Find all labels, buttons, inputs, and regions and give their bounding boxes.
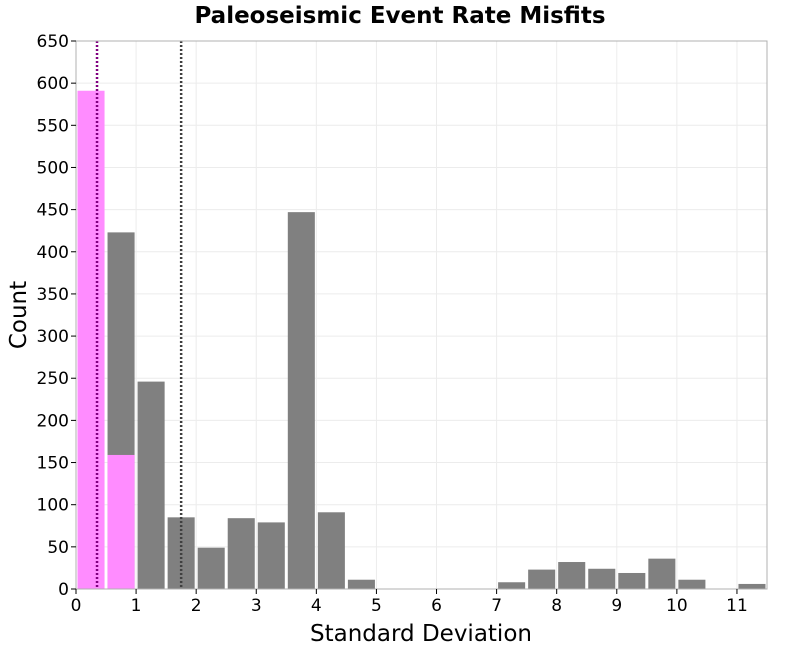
y-tick-label: 550 xyxy=(37,116,69,136)
histogram-bars xyxy=(77,90,766,589)
y-tick-label: 250 xyxy=(37,369,69,389)
histogram-bar xyxy=(137,381,165,589)
histogram-bar xyxy=(77,90,105,589)
y-tick-label: 150 xyxy=(37,454,69,474)
y-tick-label: 100 xyxy=(37,496,69,516)
x-axis-ticks: 0 1 2 3 4 5 6 7 8 9 10 11 xyxy=(71,589,748,616)
x-tick-label: 5 xyxy=(371,596,382,616)
histogram-bar xyxy=(738,583,766,589)
histogram-bar xyxy=(287,212,315,589)
y-tick-label: 600 xyxy=(37,74,69,94)
x-axis-label: Standard Deviation xyxy=(310,621,532,647)
x-tick-label: 10 xyxy=(666,596,688,616)
y-tick-label: 50 xyxy=(47,538,69,558)
x-tick-label: 4 xyxy=(311,596,322,616)
x-tick-label: 11 xyxy=(726,596,748,616)
y-tick-label: 200 xyxy=(37,411,69,431)
chart-title: Paleoseismic Event Rate Misfits xyxy=(194,3,605,29)
histogram-bar xyxy=(317,512,345,589)
histogram-bar xyxy=(528,569,556,589)
histogram-bar xyxy=(257,522,285,589)
histogram-bar xyxy=(347,579,375,589)
y-axis-ticks: 0 50 100 150 200 250 300 350 400 450 500 550 600 650 xyxy=(37,32,76,600)
histogram-bar xyxy=(558,562,586,589)
y-tick-label: 650 xyxy=(37,32,69,52)
x-tick-label: 8 xyxy=(551,596,562,616)
y-axis-label: Count xyxy=(6,281,32,349)
x-tick-label: 2 xyxy=(191,596,202,616)
x-tick-label: 7 xyxy=(491,596,502,616)
y-tick-label: 350 xyxy=(37,285,69,305)
histogram-bar xyxy=(588,568,616,589)
reference-lines xyxy=(95,41,183,589)
x-tick-label: 1 xyxy=(131,596,142,616)
histogram-bar xyxy=(197,547,225,589)
plot-area-frame xyxy=(75,40,768,590)
x-tick-label: 3 xyxy=(251,596,262,616)
y-tick-label: 400 xyxy=(37,243,69,263)
histogram-bar xyxy=(678,579,706,589)
histogram-bar xyxy=(227,518,255,589)
y-tick-label: 500 xyxy=(37,158,69,178)
y-tick-label: 0 xyxy=(58,580,69,600)
grid-lines xyxy=(75,40,767,590)
y-tick-label: 300 xyxy=(37,327,69,347)
x-tick-label: 0 xyxy=(71,596,82,616)
y-tick-label: 450 xyxy=(37,201,69,221)
histogram-bar xyxy=(107,454,135,589)
x-tick-label: 9 xyxy=(611,596,622,616)
histogram-bar xyxy=(618,572,646,589)
x-tick-label: 6 xyxy=(431,596,442,616)
histogram-bar xyxy=(648,558,676,589)
histogram-bar xyxy=(498,582,526,589)
